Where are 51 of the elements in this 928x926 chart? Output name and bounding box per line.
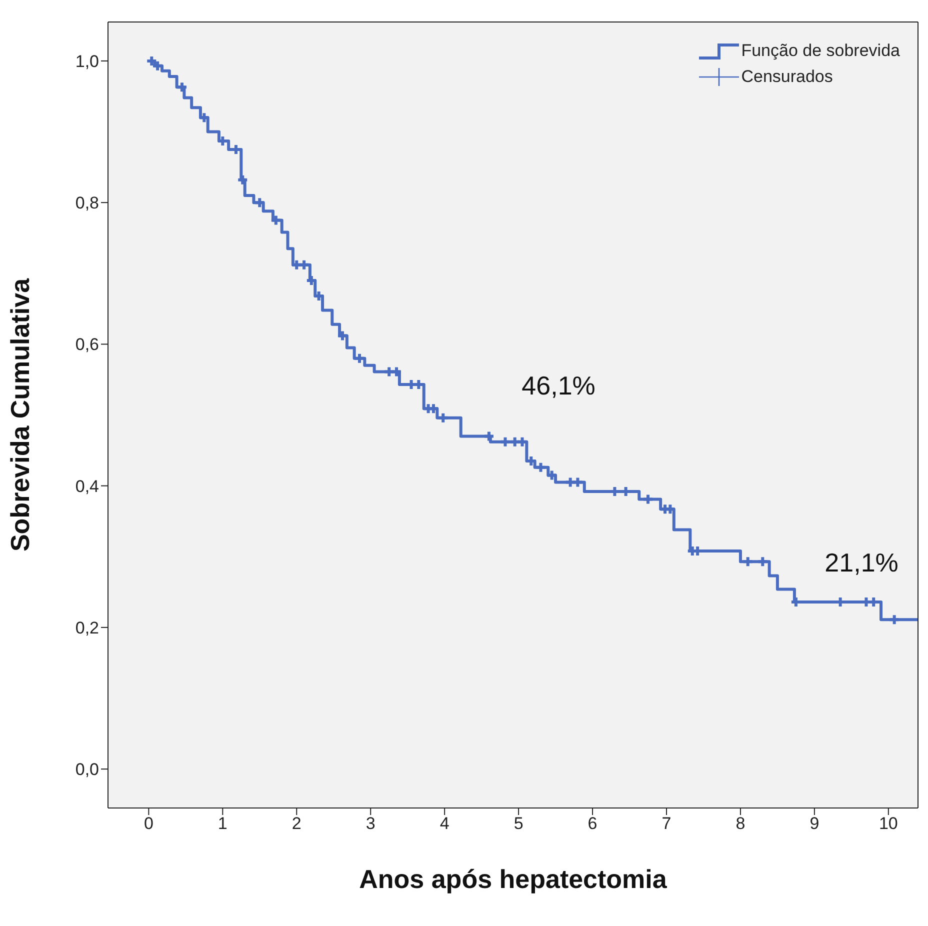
point [292, 260, 302, 270]
x-tick-label: 2 [292, 814, 302, 834]
y-tick-label: 0,2 [75, 618, 99, 638]
x-tick-label: 5 [514, 814, 524, 834]
x-tick-label: 4 [440, 814, 450, 834]
point [255, 198, 264, 208]
y-tick-label: 0,4 [75, 476, 99, 496]
point [238, 175, 248, 184]
point [147, 56, 156, 66]
point [536, 462, 546, 472]
x-tick-label: 7 [662, 814, 672, 834]
point [428, 404, 438, 414]
x-tick-label: 8 [736, 814, 746, 834]
legend-label: Função de sobrevida [741, 40, 900, 62]
point [271, 216, 280, 225]
point [500, 437, 510, 446]
point [200, 113, 209, 122]
point [547, 470, 556, 480]
point [392, 367, 401, 376]
point [666, 504, 675, 514]
x-tick-label: 1 [218, 814, 228, 834]
point [573, 478, 582, 487]
annotation: 21,1% [824, 548, 898, 578]
x-axis-title: Anos após hepatectomia [359, 864, 668, 894]
x-tick-label: 9 [810, 814, 820, 834]
x-tick-label: 3 [366, 814, 376, 834]
point [338, 331, 347, 340]
x-tick-label: 10 [878, 814, 898, 834]
y-tick-label: 0,6 [75, 335, 99, 354]
point [314, 292, 324, 301]
point [758, 557, 768, 566]
y-axis-title: Sobrevida Cumulativa [5, 278, 36, 552]
y-tick-label: 0,0 [75, 760, 99, 780]
point [384, 367, 394, 376]
point [743, 557, 752, 566]
point [438, 413, 448, 422]
point [644, 494, 652, 504]
point [355, 354, 364, 363]
point [890, 615, 899, 624]
x-tick-label: 6 [588, 814, 598, 834]
annotation: 46,1% [522, 370, 596, 401]
legend-label: Censurados [741, 66, 833, 88]
point [306, 276, 316, 285]
x-tick-label: 0 [144, 814, 154, 834]
point [300, 260, 309, 270]
point [177, 82, 186, 92]
point [484, 432, 494, 441]
point [153, 61, 162, 70]
y-tick-label: 1,0 [75, 52, 99, 71]
point [518, 437, 527, 446]
y-tick-label: 0,8 [75, 194, 99, 213]
